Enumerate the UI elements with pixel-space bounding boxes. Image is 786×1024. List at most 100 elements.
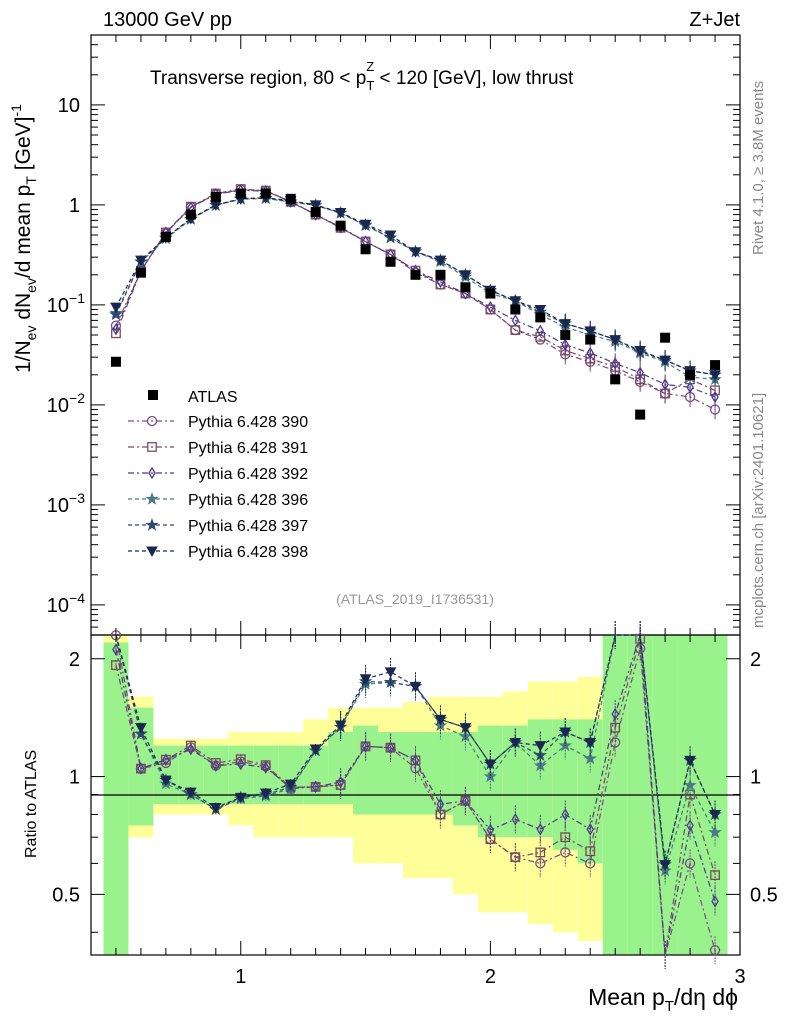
ratio-point — [683, 778, 697, 791]
ratio-point — [185, 740, 196, 751]
ratio-point — [361, 740, 370, 753]
legend-marker — [146, 415, 158, 427]
series-point — [609, 335, 622, 346]
ratio-point — [535, 847, 546, 858]
series-point — [535, 331, 546, 342]
atlas-point — [485, 288, 496, 299]
ratio-point — [610, 722, 621, 733]
ratio-point — [686, 819, 694, 832]
series-point — [636, 366, 644, 379]
ratio-point — [234, 792, 247, 804]
series-point — [135, 255, 147, 267]
series-point — [534, 304, 547, 316]
legend-label: Pythia 6.428 397 — [188, 518, 308, 535]
legend-marker — [145, 491, 159, 505]
ratio-point — [560, 832, 571, 843]
ratio-point — [309, 744, 322, 755]
ratio-point — [212, 759, 220, 772]
ratio-point — [359, 674, 372, 685]
ratio-point — [486, 823, 495, 837]
main-y-axis-label: 1/Nev dNev/d mean pT [GeV]-1 — [8, 104, 39, 373]
atlas-point — [360, 244, 371, 255]
ratio-point — [386, 741, 395, 754]
ratio-point — [659, 860, 671, 871]
ratio-tick-label-left: 0.5 — [52, 884, 80, 906]
ratio-tick-label-left: 2 — [69, 649, 80, 671]
series-point — [384, 230, 397, 242]
series-point — [434, 255, 447, 267]
series-point — [711, 390, 719, 404]
ratio-point — [710, 870, 720, 881]
ratio-point — [311, 780, 320, 794]
atlas-point — [535, 312, 546, 323]
legend-label-atlas: ATLAS — [188, 389, 238, 406]
ratio-point — [711, 895, 719, 908]
band-inner — [103, 642, 129, 955]
ratio-point — [585, 846, 596, 857]
y-tick-label: 1 — [69, 195, 80, 217]
ratio-y-axis-label: Ratio to ATLAS — [23, 750, 40, 858]
ratio-tick-label-right: 2 — [750, 649, 761, 671]
atlas-point — [685, 369, 696, 380]
legend-marker — [147, 442, 157, 452]
ratio-point — [411, 754, 420, 767]
series-point — [586, 346, 594, 360]
ratio-point — [336, 775, 345, 789]
series-line — [115, 188, 716, 395]
y-tick-label: 10−3 — [47, 490, 85, 517]
ratio-point — [137, 762, 145, 775]
series-point — [459, 270, 472, 281]
ratio-point — [483, 769, 497, 783]
x-tick-label: 2 — [485, 966, 496, 988]
ratio-point — [534, 741, 547, 752]
ratio-point — [535, 858, 546, 869]
series-point — [334, 207, 347, 219]
ratio-point — [112, 643, 120, 656]
legend-marker — [145, 517, 159, 531]
series-point — [112, 323, 120, 336]
axes-ticks: 1 2 3 10 1 10−1 10−2 10−3 10−4 0.5 0.5 1 1 2 2 — [47, 34, 778, 988]
ratio-point — [559, 727, 572, 739]
ratio-point — [586, 823, 594, 836]
ratio-point — [684, 755, 696, 767]
series-point — [661, 378, 669, 391]
ratio-point — [334, 720, 347, 731]
atlas-point — [235, 188, 246, 199]
atlas-point — [585, 334, 596, 345]
y-tick-label: 10−4 — [47, 590, 85, 617]
series-point — [584, 326, 597, 337]
series-point — [309, 200, 322, 211]
series-point — [486, 300, 495, 314]
atlas-point — [210, 191, 221, 202]
series-point — [359, 219, 372, 231]
ratio-point — [434, 714, 447, 726]
legend-marker — [148, 466, 156, 480]
legend-label: Pythia 6.428 392 — [188, 466, 308, 483]
ratio-point — [533, 758, 547, 772]
ratio-point — [284, 779, 297, 791]
atlas-point — [335, 220, 346, 231]
ratio-point — [611, 707, 619, 721]
atlas-point — [560, 330, 571, 340]
atlas-point — [160, 231, 171, 242]
rivet-version-label: Rivet 4.1.0, ≥ 3.8M events — [750, 81, 767, 255]
ratio-point — [709, 809, 721, 821]
ratio-point — [536, 823, 545, 836]
ratio-point — [259, 788, 272, 800]
y-tick-label: 10−1 — [47, 290, 85, 317]
main-series-group — [109, 184, 722, 420]
ratio-point — [461, 794, 470, 808]
atlas-point — [610, 374, 621, 385]
atlas-point — [410, 269, 421, 280]
series-point — [511, 314, 520, 327]
series-point — [436, 275, 445, 289]
ratio-point — [187, 742, 195, 756]
y-tick-label: 10−2 — [47, 390, 85, 417]
atlas-point — [185, 209, 196, 220]
series-line — [115, 189, 716, 411]
x-axis-label: Mean pT/dη dϕ — [588, 984, 738, 1015]
legend: ATLAS Pythia 6.428 390 Pythia 6.428 391 Pyt… — [128, 389, 308, 561]
series-point — [536, 324, 545, 338]
atlas-point — [660, 332, 671, 343]
series-point — [409, 247, 422, 258]
